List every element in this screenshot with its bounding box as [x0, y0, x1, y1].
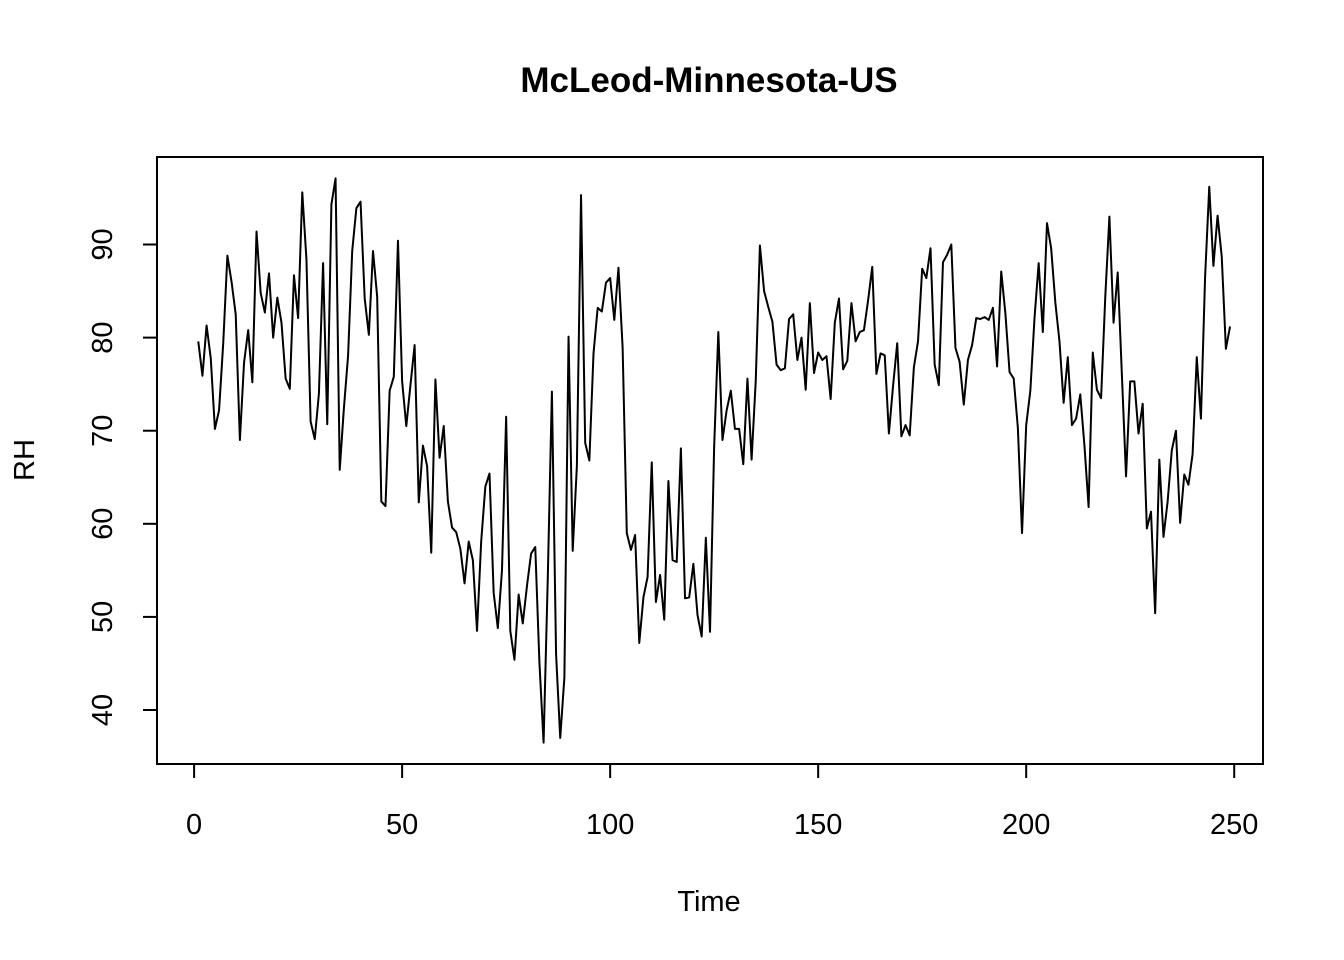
y-tick-label: 50	[87, 601, 119, 633]
x-axis: 0 50 100 150 200 250	[186, 763, 1258, 841]
y-axis: 40 50 60 70 80 90	[87, 228, 158, 726]
x-axis-label: Time	[677, 886, 740, 918]
x-tick-label: 200	[1002, 809, 1050, 841]
plot-frame	[156, 156, 1264, 765]
x-tick-label: 100	[586, 809, 634, 841]
y-tick-label: 60	[87, 508, 119, 540]
x-tick-label: 150	[794, 809, 842, 841]
x-tick-label: 250	[1210, 809, 1258, 841]
series-line	[197, 177, 1232, 744]
x-tick-label: 0	[186, 809, 202, 841]
y-tick-label: 70	[87, 415, 119, 447]
series-layer	[197, 177, 1232, 744]
y-tick-label: 80	[87, 321, 119, 353]
y-tick-label: 90	[87, 228, 119, 260]
chart-title: McLeod-Minnesota-US	[520, 61, 897, 100]
x-tick-label: 50	[386, 809, 418, 841]
y-tick-label: 40	[87, 694, 119, 726]
y-axis-label: RH	[9, 439, 41, 481]
